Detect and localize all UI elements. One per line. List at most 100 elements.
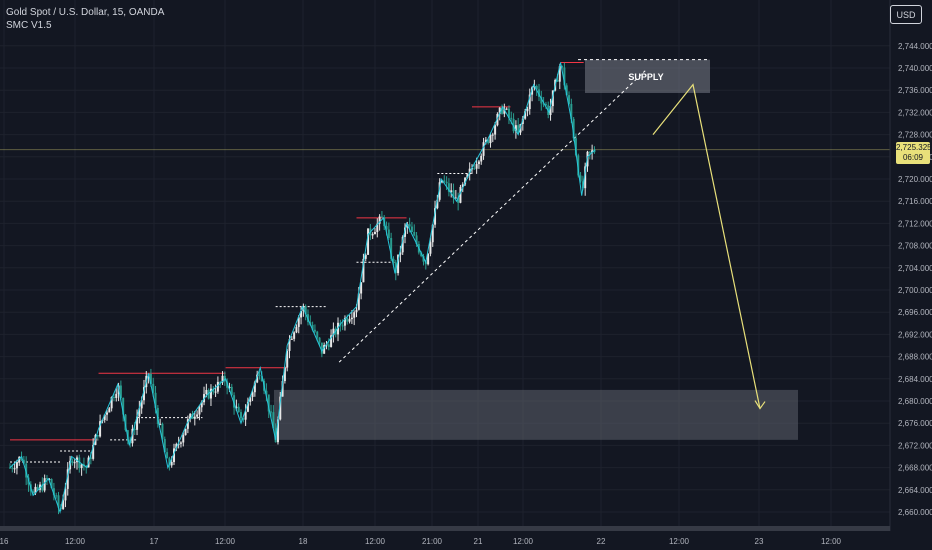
swing-lines [9,62,596,514]
candle-body [528,94,531,110]
candle-body [196,414,199,417]
candle-body [212,388,215,393]
candle-body [447,183,450,192]
candle-body [452,190,455,199]
candle-body [272,412,275,429]
candle-body [52,488,55,496]
current-price-tag: 2,725.325 06:09 [896,142,932,164]
candle-body [124,414,127,431]
candle-body [177,443,180,445]
candle-body [207,390,210,399]
candle-body [270,411,273,413]
candle-body [293,332,296,339]
candle-body [429,242,432,254]
candle-body [265,390,268,395]
candle-body [535,85,538,90]
candle-body [242,418,245,420]
candle-body [71,460,74,463]
candle-body [258,374,261,377]
candle-body [327,344,330,347]
candle-body [330,335,333,347]
candle-body [568,95,571,104]
candle-body [131,428,134,444]
candles [9,62,596,515]
time-scrollbar[interactable] [0,526,890,531]
candle-body [156,407,159,425]
candle-body [198,407,201,415]
candle-body [570,103,573,119]
candle-body [304,306,307,315]
candle-body [249,397,252,402]
candle-body [237,406,240,413]
indicator-name: SMC V1.5 [6,20,52,31]
y-tick-label: 2,680.000 [898,397,932,406]
candle-body [371,234,374,236]
candle-body [540,96,543,104]
candle-body [281,381,284,397]
candle-body [427,253,430,265]
supply-zone-label: SUPPLY [628,72,663,82]
y-tick-label: 2,664.000 [898,486,932,495]
candle-body [380,216,383,218]
candle-body [517,125,520,133]
y-tick-label: 2,744.000 [898,42,932,51]
candle-body [112,397,115,399]
candle-body [323,344,326,354]
candle-body [542,103,545,105]
candle-body [556,79,559,82]
candle-body [367,228,370,255]
candle-body [41,484,44,491]
candle-body [175,444,178,449]
candle-body [276,419,279,443]
candle-body [487,139,490,144]
candle-body [482,142,485,156]
candle-body [332,328,335,336]
supply-zone [585,59,710,93]
candle-body [466,174,469,178]
candle-body [214,391,217,393]
candle-body [510,117,513,119]
y-tick-label: 2,704.000 [898,264,932,273]
x-tick-label: 18 [299,537,308,546]
candle-body [209,388,212,399]
candle-body [256,374,259,383]
candle-body [561,66,564,68]
candle-body [235,406,238,408]
candle-body [341,325,344,327]
candle-body [501,107,504,114]
candle-body [80,464,83,469]
candle-body [106,412,109,415]
candle-body [295,326,298,333]
candle-body [489,134,492,144]
y-tick-label: 2,660.000 [898,508,932,517]
candle-body [288,339,291,351]
candle-body [142,387,145,401]
grid-lines [0,0,890,526]
candle-body [473,168,476,170]
candle-body [219,381,222,383]
y-tick-label: 2,708.000 [898,242,932,251]
candle-body [445,181,448,184]
candle-body [434,208,437,225]
candle-body [191,413,194,419]
candle-body [574,138,577,156]
x-tick-label: 16 [0,537,9,546]
candle-body [92,444,95,459]
candle-body [99,421,102,437]
candle-body [186,419,189,429]
candle-body [565,85,568,96]
candle-body [360,282,363,294]
candle-body [64,488,67,501]
currency-button[interactable]: USD [890,5,922,24]
x-tick-label: 17 [150,537,159,546]
candle-body [593,150,596,153]
candle-body [96,435,99,437]
candle-body [223,375,226,382]
candle-body [348,319,351,322]
candle-body [173,448,176,462]
candle-body [503,108,506,114]
candle-body [376,223,379,232]
x-tick-label: 21:00 [422,537,443,546]
